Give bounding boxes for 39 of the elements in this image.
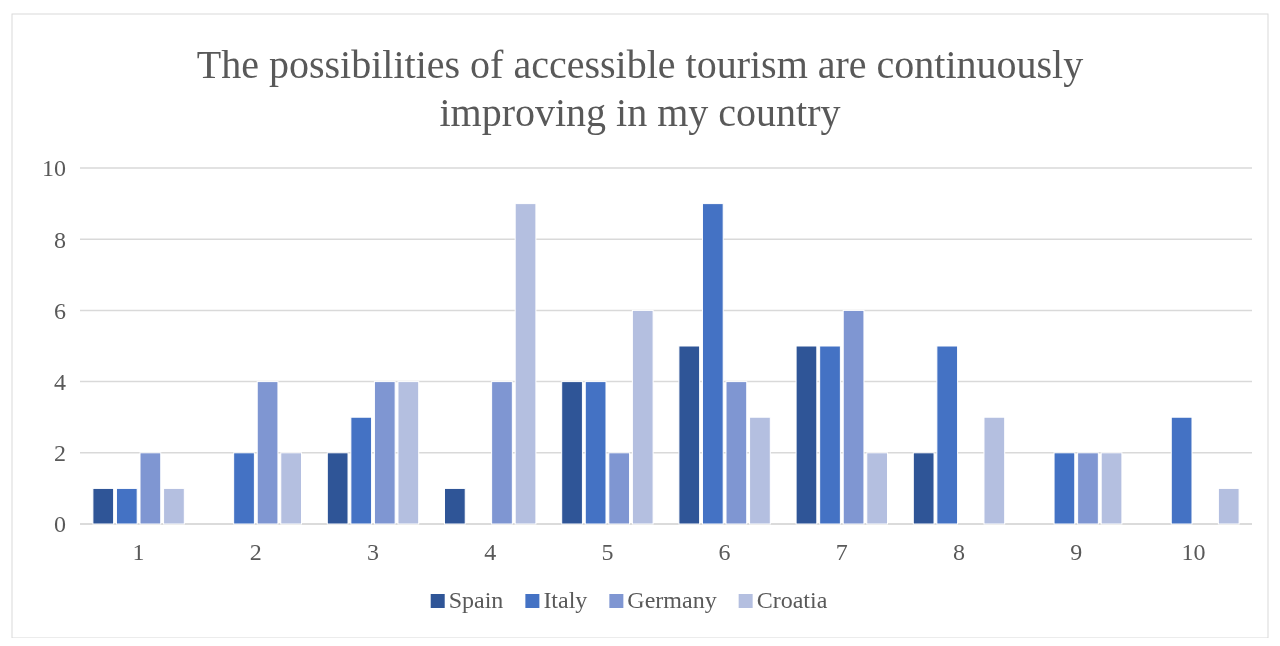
chart-title: The possibilities of accessible tourism are continuously improving in my country — [196, 42, 1084, 135]
bar — [233, 452, 255, 525]
bar — [983, 416, 1006, 525]
x-tick-label: 3 — [367, 539, 379, 565]
y-tick-label: 2 — [54, 440, 66, 467]
bar — [678, 345, 701, 525]
bar — [163, 487, 185, 525]
x-tick-label: 4 — [484, 539, 497, 565]
x-tick-label: 7 — [835, 539, 848, 565]
legend-label: Spain — [448, 587, 504, 613]
legend-label: Croatia — [756, 587, 828, 613]
bar — [443, 487, 466, 525]
x-tick-label: 2 — [249, 539, 262, 565]
x-tick-label: 10 — [1181, 539, 1206, 565]
legend-label: Italy — [543, 587, 588, 613]
y-tick-label: 6 — [54, 297, 66, 324]
bar — [819, 345, 841, 525]
bar — [1077, 452, 1099, 525]
bar — [631, 309, 654, 525]
x-tick-label: 8 — [953, 539, 965, 565]
bar — [514, 203, 537, 525]
bar — [795, 345, 818, 525]
x-tick-label: 9 — [1070, 539, 1083, 565]
bar — [561, 381, 583, 525]
y-tick-label: 0 — [54, 511, 66, 538]
legend-label: Germany — [627, 587, 717, 613]
bar — [92, 487, 115, 525]
x-tick-label: 5 — [601, 539, 614, 565]
x-tick-label: 1 — [132, 539, 145, 565]
y-tick-label: 8 — [54, 226, 66, 253]
x-tick-label: 6 — [718, 539, 731, 565]
bar — [491, 381, 513, 525]
bar — [1170, 416, 1193, 525]
y-tick-label: 4 — [54, 369, 66, 395]
bar — [1217, 487, 1240, 525]
bar — [1100, 452, 1123, 525]
bar — [1053, 452, 1076, 525]
bar — [749, 416, 771, 525]
y-tick-label: 10 — [42, 155, 66, 182]
